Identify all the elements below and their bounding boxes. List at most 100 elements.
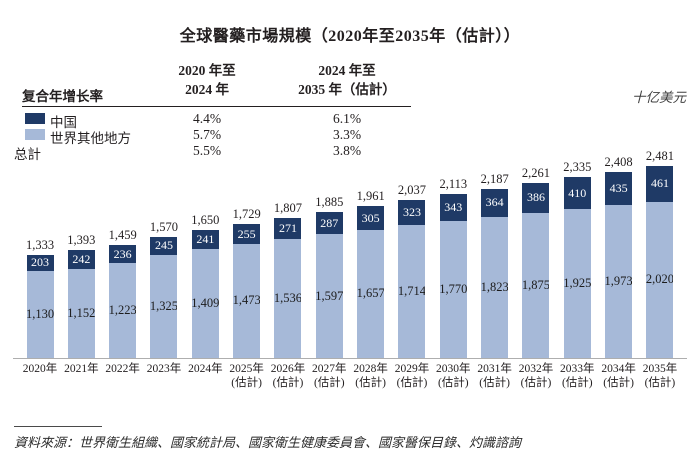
x-axis-year: 2028年 (353, 363, 388, 375)
x-axis-estimate-note: (估計) (644, 377, 676, 389)
total-value-label: 1,729 (232, 207, 261, 222)
x-axis-label: 2023年 (139, 362, 189, 376)
total-value-label: 2,037 (397, 183, 427, 198)
x-axis-year: 2023年 (146, 363, 182, 375)
china-segment: 287 (315, 212, 343, 235)
rest-of-world-segment: 1,473 (233, 243, 261, 358)
total-value-label: 1,570 (149, 219, 179, 234)
rest-of-world-segment: 1,770 (439, 221, 467, 358)
x-axis-estimate-note: (估計) (396, 377, 428, 389)
x-axis-estimate-note: (估計) (313, 377, 345, 389)
rest-of-world-segment: 1,223 (109, 263, 137, 358)
x-axis-year: 2035年 (642, 363, 678, 375)
x-axis-label: 2032年 (估計) (511, 362, 561, 390)
x-axis-label: 2031年 (估計) (470, 362, 520, 390)
total-value-label: 1,393 (67, 233, 96, 248)
cagr-col1-line2: 2024 年 (185, 82, 229, 97)
total-value-label: 2,113 (439, 177, 468, 192)
cagr-row-label: 总計 (14, 147, 41, 162)
cagr-col1-line1: 2020 年至 (178, 63, 236, 78)
rest-of-world-segment: 1,823 (481, 216, 509, 358)
total-value-label: 2,335 (563, 160, 592, 175)
x-axis-estimate-note: (估計) (561, 377, 593, 389)
total-value-label: 2,187 (480, 171, 509, 186)
rest-of-world-segment: 1,875 (522, 212, 550, 358)
bar-2032: 2,261 386 1,875 (522, 166, 550, 358)
x-axis-year: 2030年 (436, 363, 471, 375)
x-axis-year: 2032年 (518, 363, 554, 375)
rest-of-world-legend-swatch (25, 129, 45, 140)
x-axis-label: 2024年 (180, 362, 230, 376)
cagr-value: 5.7% (192, 127, 222, 142)
rest-of-world-segment: 1,973 (605, 205, 633, 358)
x-axis-label: 2022年 (98, 362, 148, 376)
cagr-value: 6.1% (332, 111, 362, 126)
x-axis-year: 2027年 (312, 363, 347, 375)
bar-2033: 2,335 410 1,925 (563, 160, 591, 358)
x-axis: 2020年 2021年 2022年 2023年 2024年 2025年 (估計) 2026年 (… (13, 362, 687, 394)
china-segment: 343 (439, 194, 467, 222)
china-segment: 305 (357, 206, 385, 230)
x-axis-year: 2034年 (601, 363, 636, 375)
cagr-row-label: 世界其他地方 (50, 131, 131, 146)
plot-area: 1,333 203 1,130 1,393 242 1,152 1,459 236 1,223 1… (13, 149, 687, 359)
bar-2028: 1,961 305 1,657 (357, 189, 385, 358)
bar-2027: 1,885 287 1,597 (315, 195, 343, 358)
bar-2026: 1,807 271 1,536 (274, 201, 302, 358)
rest-of-world-segment: 1,152 (67, 268, 95, 358)
rest-of-world-segment: 1,325 (150, 255, 178, 358)
total-value-label: 1,650 (191, 213, 220, 228)
bar-2020: 1,333 203 1,130 (26, 238, 54, 358)
total-value-label: 2,261 (521, 166, 551, 181)
total-value-label: 1,459 (108, 228, 137, 243)
x-axis-year: 2025年 (229, 363, 264, 375)
china-segment: 271 (274, 218, 302, 240)
cagr-value: 3.8% (332, 143, 362, 158)
rest-of-world-segment: 1,536 (274, 239, 302, 358)
x-axis-label: 2028年 (估計) (346, 362, 396, 390)
china-segment: 255 (233, 224, 261, 244)
bar-2035: 2,481 461 2,020 (646, 149, 674, 358)
cagr-value: 4.4% (192, 111, 222, 126)
bar-2023: 1,570 245 1,325 (150, 220, 178, 358)
bar-2031: 2,187 364 1,823 (481, 172, 509, 358)
x-axis-year: 2031年 (477, 363, 512, 375)
rest-of-world-segment: 2,020 (646, 201, 674, 358)
x-axis-estimate-note: (估計) (603, 377, 634, 389)
cagr-col2-header: 2024 年至 2035 年（估計） (277, 61, 417, 99)
x-axis-label: 2021年 (56, 362, 106, 376)
rest-of-world-segment: 1,714 (398, 225, 426, 358)
bar-2030: 2,113 343 1,770 (439, 177, 467, 358)
x-axis-estimate-note: (估計) (520, 377, 552, 389)
china-segment: 364 (481, 188, 509, 217)
x-axis-label: 2035年 (估計) (635, 362, 685, 390)
page-title: 全球醫藥市場規模（2020年至2035年（估計）） (179, 28, 521, 45)
total-value-label: 1,807 (273, 201, 303, 216)
china-segment: 410 (563, 177, 591, 210)
x-axis-label: 2034年 (估計) (594, 362, 644, 390)
cagr-col2-line1: 2024 年至 (318, 63, 376, 78)
china-segment: 461 (646, 166, 674, 202)
x-axis-label: 2033年 (估計) (552, 362, 602, 390)
x-axis-year: 2026年 (270, 363, 306, 375)
china-legend-swatch (25, 113, 45, 124)
total-value-label: 1,885 (315, 195, 344, 210)
total-value-label: 1,333 (25, 237, 55, 252)
x-axis-year: 2024年 (188, 363, 223, 375)
x-axis-year: 2020年 (22, 363, 58, 375)
bar-2029: 2,037 323 1,714 (398, 183, 426, 358)
x-axis-estimate-note: (估計) (355, 377, 386, 389)
rest-of-world-segment: 1,597 (315, 234, 343, 358)
rest-of-world-segment: 1,409 (191, 248, 219, 358)
cagr-table-header: 复合年增长率 (22, 89, 103, 104)
x-axis-label: 2027年 (估計) (304, 362, 354, 390)
bar-2034: 2,408 435 1,973 (605, 155, 633, 358)
cagr-row-rest-of-world: 世界其他地方 5.7% 3.3% (0, 127, 700, 146)
x-axis-year: 2033年 (560, 363, 595, 375)
total-value-label: 2,481 (645, 149, 674, 163)
bar-2024: 1,650 241 1,409 (191, 213, 219, 358)
source-note-rule (14, 426, 102, 427)
x-axis-estimate-note: (估計) (479, 377, 510, 389)
cagr-value: 5.5% (192, 143, 222, 158)
rest-of-world-segment: 1,925 (563, 209, 591, 358)
